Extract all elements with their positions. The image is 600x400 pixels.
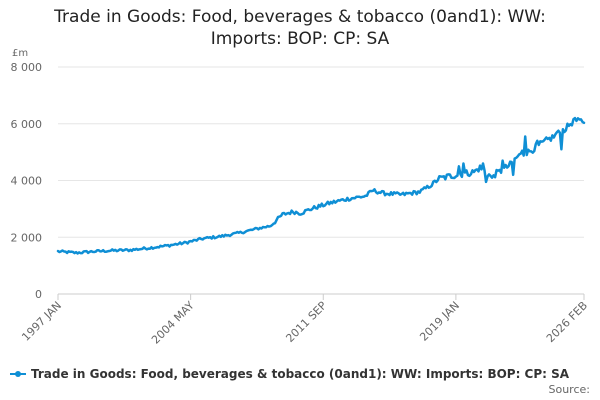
y-tick-label: 6 000 <box>11 118 43 131</box>
y-axis-labels: 0 2 000 4 000 6 000 8 000 <box>11 61 43 301</box>
chart-title: Trade in Goods: Food, beverages & tobacc… <box>54 7 546 49</box>
source-credit[interactable]: Source: <box>548 383 591 396</box>
y-tick-label: 8 000 <box>11 61 43 74</box>
legend-series-label: Trade in Goods: Food, beverages & tobacc… <box>31 367 570 381</box>
y-tick-label: 4 000 <box>11 175 43 188</box>
legend[interactable]: Trade in Goods: Food, beverages & tobacc… <box>10 366 569 382</box>
y-tick-label: 0 <box>35 288 42 301</box>
grid-lines <box>58 66 584 238</box>
y-axis-unit-label: £m <box>12 48 28 59</box>
x-tick-label: 2026 FEB <box>544 299 590 345</box>
data-series[interactable] <box>56 116 586 255</box>
x-axis-labels: 1997 JAN 2004 MAY 2011 SEP 2019 JAN 2026 FEB <box>19 299 590 347</box>
legend-series-marker <box>10 369 26 379</box>
x-tick-label: 2004 MAY <box>149 299 197 347</box>
series-line[interactable] <box>56 116 586 255</box>
x-axis-ticks <box>57 294 585 300</box>
x-tick-label: 2019 JAN <box>417 299 462 344</box>
x-tick-label: 2011 SEP <box>283 299 329 345</box>
x-tick-label: 1997 JAN <box>19 299 64 344</box>
y-tick-label: 2 000 <box>11 231 43 244</box>
